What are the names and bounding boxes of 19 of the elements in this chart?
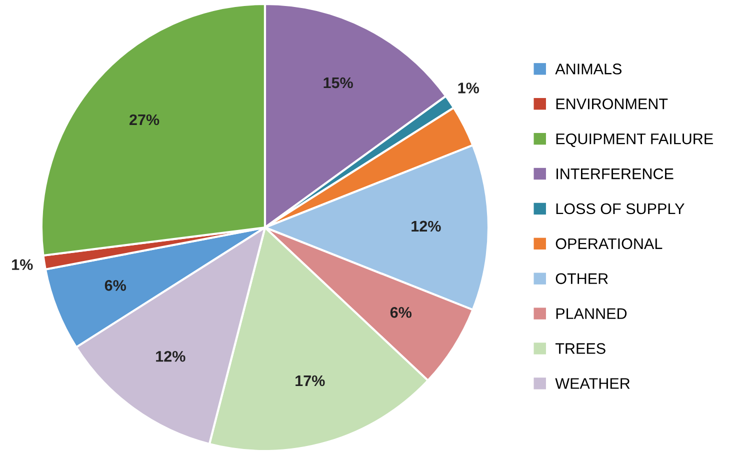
data-label: 6% <box>390 307 412 318</box>
data-label: 6% <box>104 280 126 291</box>
legend-label: OTHER <box>556 273 608 284</box>
legend-label: TREES <box>555 343 606 354</box>
data-label: 15% <box>324 77 353 88</box>
data-label: 12% <box>412 220 441 232</box>
data-label: 1% <box>458 82 480 94</box>
legend-label: OPERATIONAL <box>556 238 662 250</box>
data-label: 12% <box>156 350 186 362</box>
legend-label: INTERFERENCE <box>556 168 674 180</box>
legend-label: EQUIPMENT FAILURE <box>556 133 713 148</box>
legend-label: ANIMALS <box>555 64 622 74</box>
legend-label: ENVIRONMENT <box>556 98 668 110</box>
legend-label: WEATHER <box>555 378 630 389</box>
data-label: 17% <box>296 375 325 386</box>
data-label: 27% <box>130 114 160 126</box>
data-label: 1% <box>12 259 33 270</box>
legend-label: PLANNED <box>556 308 627 319</box>
legend-label: LOSS OF SUPPLY <box>556 203 684 214</box>
